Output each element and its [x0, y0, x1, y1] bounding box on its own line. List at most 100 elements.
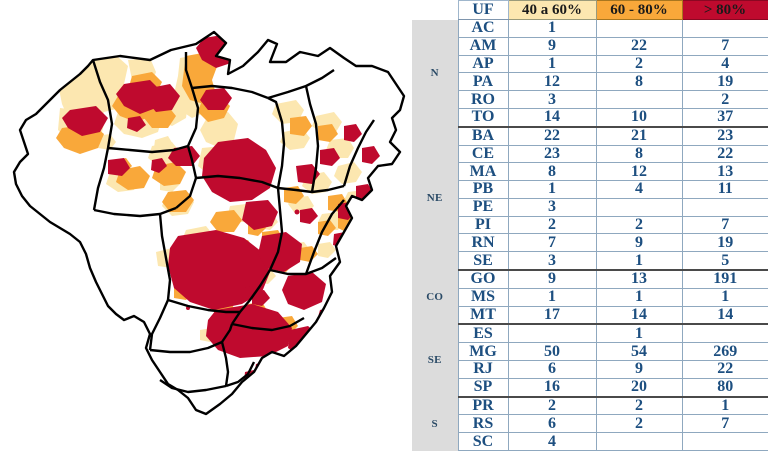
uf-cell-go: GO — [457, 269, 509, 289]
table-row: CO GO 9 13 191 — [412, 269, 768, 325]
value-cell-sp-band1: 16 — [508, 378, 597, 398]
uf-cell-mt: MT — [457, 306, 509, 326]
value-cell-pr-band2: 2 — [596, 396, 683, 416]
region-label-s: S — [412, 396, 458, 451]
value-cell-am-band3: 7 — [682, 37, 768, 56]
value-cell-es-band3 — [682, 324, 768, 344]
value-cell-ap-band2: 2 — [596, 55, 683, 74]
uf-cell-pr: PR — [457, 396, 509, 416]
value-cell-mt-band2: 14 — [596, 306, 683, 326]
uf-cell-es: ES — [457, 324, 509, 344]
value-cell-ma-band1: 8 — [508, 162, 597, 182]
table-row: SP 16 20 80 — [412, 378, 768, 398]
value-cell-pb-band1: 1 — [508, 180, 597, 199]
uf-cell-sp: SP — [457, 378, 509, 398]
value-cell-ms-band1: 1 — [508, 288, 597, 307]
header-band-gt-80: > 80% — [681, 0, 768, 20]
uf-cell-ba: BA — [457, 126, 509, 146]
uf-cell-to: TO — [457, 108, 509, 128]
value-cell-ap-band3: 4 — [682, 55, 768, 74]
value-cell-pr-band1: 2 — [508, 396, 597, 416]
value-cell-ba-band2: 21 — [596, 126, 683, 146]
value-cell-ac-band2 — [596, 19, 683, 38]
value-cell-ce-band2: 8 — [596, 145, 683, 164]
table-row: CE 23 8 22 — [412, 145, 768, 164]
value-cell-ro-band2 — [596, 90, 683, 109]
header-band-40-60: 40 a 60% — [507, 0, 597, 20]
table-row: SE ES 1 — [412, 324, 768, 397]
value-cell-mg-band3: 269 — [682, 342, 768, 361]
table-row: SE 3 1 5 — [412, 251, 768, 272]
value-cell-pb-band3: 11 — [682, 180, 768, 199]
table-row: MS 1 1 1 — [412, 288, 768, 307]
value-cell-es-band1 — [508, 324, 597, 344]
value-cell-mt-band1: 17 — [508, 306, 597, 326]
value-cell-ro-band1: 3 — [508, 90, 597, 109]
value-cell-pi-band1: 2 — [508, 216, 597, 235]
uf-cell-rn: RN — [457, 233, 509, 253]
uf-cell-mg: MG — [457, 342, 509, 361]
value-cell-mg-band1: 50 — [508, 342, 597, 361]
value-cell-pe-band1: 3 — [508, 198, 597, 217]
value-cell-to-band2: 10 — [596, 108, 683, 128]
table-body: N AC 1 AM 9 22 7 AP 1 2 4 PA 12 8 19 RO 3 2 TO 14 10 37 NE BA 22… — [412, 19, 768, 451]
table-row: AM 9 22 7 — [412, 37, 768, 56]
region-label-se: SE — [412, 324, 458, 397]
table-row: N AC 1 — [412, 19, 768, 127]
value-cell-mg-band2: 54 — [596, 342, 683, 361]
value-cell-pr-band3: 1 — [682, 396, 768, 416]
value-cell-ma-band3: 13 — [682, 162, 768, 182]
value-cell-rj-band2: 9 — [596, 360, 683, 379]
table-row: RS 6 2 7 — [412, 414, 768, 434]
brazil-map-svg — [12, 30, 406, 416]
uf-cell-sc: SC — [457, 432, 509, 451]
value-cell-ms-band2: 1 — [596, 288, 683, 307]
value-cell-pi-band2: 2 — [596, 216, 683, 235]
region-label-co: CO — [412, 269, 458, 325]
value-cell-rn-band3: 19 — [682, 233, 768, 253]
value-cell-se-band2: 1 — [596, 251, 683, 272]
value-cell-ma-band2: 12 — [596, 162, 683, 182]
value-cell-ba-band3: 23 — [682, 126, 768, 146]
uf-cell-se: SE — [457, 251, 509, 272]
value-cell-sp-band3: 80 — [682, 378, 768, 398]
value-cell-ap-band1: 1 — [508, 55, 597, 74]
table-header-row: UF 40 a 60% 60 - 80% > 80% — [412, 0, 768, 20]
uf-percentual-table: UF 40 a 60% 60 - 80% > 80% N AC 1 AM 9 22 7 AP 1… — [412, 0, 768, 451]
header-band-60-80: 60 - 80% — [595, 0, 683, 20]
value-cell-rs-band1: 6 — [508, 414, 597, 434]
table-row: TO 14 10 37 — [412, 108, 768, 128]
uf-cell-ac: AC — [457, 19, 509, 38]
value-cell-sc-band1: 4 — [508, 432, 597, 451]
table-row: NE BA 22 21 23 — [412, 126, 768, 270]
uf-cell-am: AM — [457, 37, 509, 56]
value-cell-to-band1: 14 — [508, 108, 597, 128]
uf-cell-pa: PA — [457, 72, 509, 92]
uf-cell-pb: PB — [457, 180, 509, 199]
value-cell-sc-band3 — [682, 432, 768, 451]
value-cell-pa-band3: 19 — [682, 72, 768, 92]
value-cell-pa-band2: 8 — [596, 72, 683, 92]
table-row: S PR 2 2 1 — [412, 396, 768, 451]
uf-cell-rj: RJ — [457, 360, 509, 379]
table-row: RN 7 9 19 — [412, 233, 768, 253]
value-cell-ro-band3: 2 — [682, 90, 768, 109]
table-row: PI 2 2 7 — [412, 216, 768, 235]
table-row: MG 50 54 269 — [412, 342, 768, 361]
value-cell-es-band2: 1 — [596, 324, 683, 344]
value-cell-rs-band2: 2 — [596, 414, 683, 434]
value-cell-ms-band3: 1 — [682, 288, 768, 307]
value-cell-go-band1: 9 — [508, 269, 597, 289]
uf-cell-ce: CE — [457, 145, 509, 164]
value-cell-rn-band1: 7 — [508, 233, 597, 253]
value-cell-pe-band3 — [682, 198, 768, 217]
table-row: MT 17 14 14 — [412, 306, 768, 326]
value-cell-rj-band1: 6 — [508, 360, 597, 379]
table-row: AP 1 2 4 — [412, 55, 768, 74]
value-cell-go-band2: 13 — [596, 269, 683, 289]
value-cell-ac-band3 — [682, 19, 768, 38]
table-row: PA 12 8 19 — [412, 72, 768, 92]
header-region-blank — [412, 0, 458, 20]
table-row: PE 3 — [412, 198, 768, 217]
